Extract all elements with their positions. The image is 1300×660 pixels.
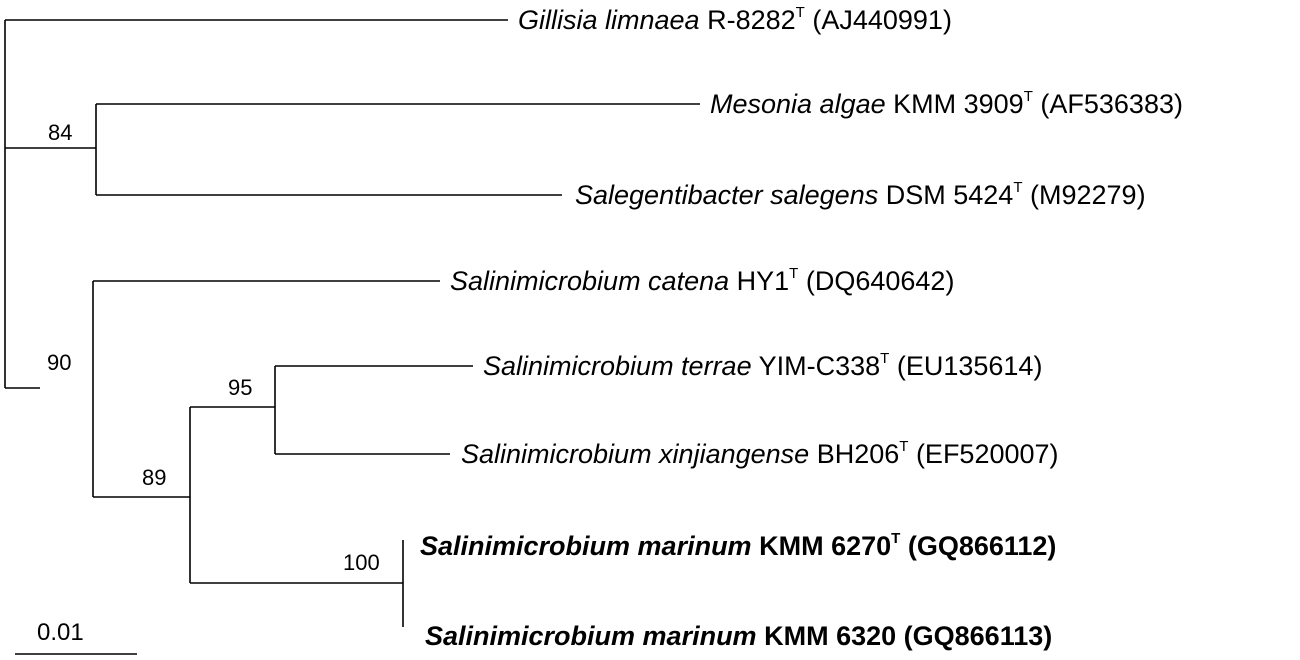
taxon-label: Salegentibacter salegens DSM 5424T (M922… [575,179,1146,210]
taxon-label: Salinimicrobium terrae YIM-C338T (EU1356… [483,350,1042,381]
accession-number: (EF520007) [916,439,1059,469]
strain-id: KMM 3909 [893,89,1024,119]
taxon-name: Salinimicrobium xinjiangense [461,439,809,469]
accession-number: (AJ440991) [812,5,952,35]
taxon-label: Mesonia algae KMM 3909T (AF536383) [710,88,1183,119]
strain-id: DSM 5424 [886,180,1014,210]
taxon-label: Gillisia limnaea R-8282T (AJ440991) [518,4,952,35]
type-strain-mark: T [880,350,889,367]
scale-bar-label: 0.01 [37,619,84,646]
taxon-name: Salinimicrobium marinum [425,621,757,651]
taxon-name: Salinimicrobium catena [450,266,729,296]
taxon-name: Salinimicrobium terrae [483,351,752,381]
taxon-label: Salinimicrobium catena HY1T (DQ640642) [450,265,954,296]
taxon-label-new: Salinimicrobium marinum KMM 6270T (GQ866… [420,530,1056,561]
bootstrap-95: 95 [228,375,252,400]
type-strain-mark: T [796,4,805,21]
accession-number: (GQ866112) [908,531,1057,561]
accession-number: (GQ866113) [904,621,1053,651]
bootstrap-100: 100 [343,550,380,575]
type-strain-mark: T [1013,179,1022,196]
strain-id: BH206 [817,439,900,469]
taxon-label: Salinimicrobium xinjiangense BH206T (EF5… [461,438,1059,469]
bootstrap-90: 90 [47,350,71,375]
type-strain-mark: T [789,265,798,282]
taxon-name: Salegentibacter salegens [575,180,878,210]
accession-number: (EU135614) [897,351,1043,381]
strain-id: KMM 6320 [764,621,896,651]
accession-number: (DQ640642) [806,266,955,296]
type-strain-mark: T [891,530,900,547]
taxon-name: Gillisia limnaea [518,5,700,35]
strain-id: YIM-C338 [759,351,881,381]
type-strain-mark: T [899,438,908,455]
taxon-label-new: Salinimicrobium marinum KMM 6320 (GQ8661… [425,621,1052,651]
bootstrap-89: 89 [142,465,166,490]
strain-id: KMM 6270 [759,531,891,561]
taxon-name: Mesonia algae [710,89,886,119]
bootstrap-84: 84 [48,120,72,145]
accession-number: (AF536383) [1040,89,1183,119]
strain-id: HY1 [737,266,790,296]
strain-id: R-8282 [707,5,796,35]
taxon-name: Salinimicrobium marinum [420,531,752,561]
accession-number: (M92279) [1030,180,1146,210]
type-strain-mark: T [1024,88,1033,105]
